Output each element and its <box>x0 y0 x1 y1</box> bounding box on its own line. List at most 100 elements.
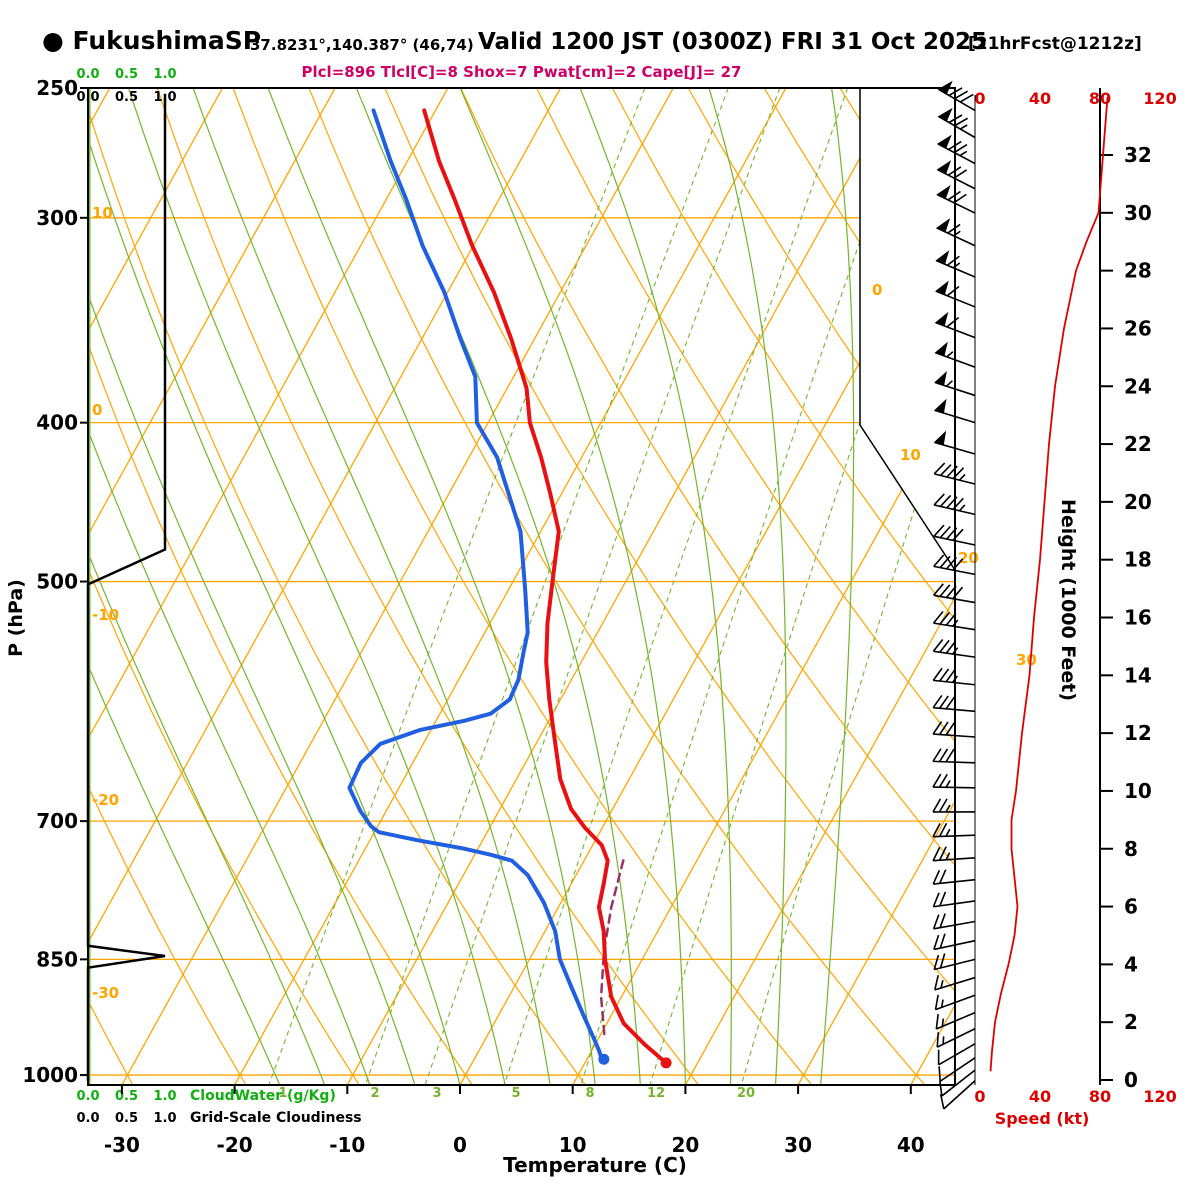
isotherm-label: 10 <box>900 446 921 464</box>
isotherm-label: 20 <box>958 549 979 567</box>
moist-adiabat-line <box>88 88 416 1085</box>
station-bullet: ● <box>42 26 64 55</box>
moist-adiabat-line <box>88 88 461 1085</box>
dry-adiabat-label: -30 <box>92 984 119 1002</box>
mixing-ratio-label: 5 <box>511 1086 520 1101</box>
cloudwater-scale-tick: 0.5 <box>115 67 138 82</box>
dry-adiabat-line <box>611 88 955 1085</box>
dewpoint-curve <box>347 108 604 1062</box>
pressure-axis-label: P (hPa) <box>5 579 27 657</box>
pressure-tick-label: 300 <box>36 206 78 230</box>
isotherm-line <box>88 88 224 1085</box>
dry-adiabat-line <box>992 88 1200 1085</box>
dry-adiabat-line <box>687 88 955 1085</box>
cloudiness-profile <box>86 93 167 1081</box>
temperature-tick-label: -10 <box>329 1133 365 1157</box>
isotherm-label: 30 <box>1016 651 1037 669</box>
temperature-tick-label: 40 <box>897 1133 925 1157</box>
temperature-tick-label: -30 <box>104 1133 140 1157</box>
dry-adiabat-line <box>232 88 813 1085</box>
temperature-tick-label: 10 <box>559 1133 587 1157</box>
cloudwater-axis-label: CloudWater (g/Kg) <box>190 1088 336 1104</box>
dry-adiabat-line <box>88 88 586 1085</box>
surface-temperature-dot <box>660 1057 672 1069</box>
isotherm-line <box>684 88 955 1085</box>
pressure-tick-label: 250 <box>36 76 78 100</box>
isotherm-line <box>797 88 955 1085</box>
height-axis-label: Height (1000 Feet) <box>1057 499 1079 701</box>
temperature-tick-label: -20 <box>217 1133 253 1157</box>
dry-adiabat-line <box>88 88 360 1085</box>
speed-tick-label: 80 <box>1089 89 1111 108</box>
moist-adiabat-line <box>127 88 506 1085</box>
dry-adiabat-line <box>763 88 955 1085</box>
plot-border <box>87 87 956 1086</box>
height-tick-label: 26 <box>1124 316 1152 340</box>
station-coords: 37.8231°,140.387° (46,74) <box>250 36 474 54</box>
mixing-ratio-label: 12 <box>647 1086 665 1101</box>
mixing-ratio-line <box>424 88 781 1085</box>
isotherm-label: 0 <box>872 281 882 299</box>
dry-adiabat-line <box>536 88 955 1085</box>
temperature-tick-label: 20 <box>671 1133 699 1157</box>
speed-tick-label: 80 <box>1089 1087 1111 1106</box>
height-tick-label: 0 <box>1124 1068 1138 1092</box>
speed-axis-label: Speed (kt) <box>995 1109 1090 1128</box>
height-tick-label: 20 <box>1124 490 1152 514</box>
speed-tick-label: 0 <box>974 1087 985 1106</box>
temperature-tick-label: 30 <box>784 1133 812 1157</box>
isotherm-line <box>234 88 787 1085</box>
isotherm-line <box>572 88 955 1085</box>
height-tick-label: 18 <box>1124 548 1152 572</box>
surface-dewpoint-dot <box>598 1053 610 1065</box>
dry-adiabat-label: -10 <box>92 606 119 624</box>
height-tick-label: 22 <box>1124 432 1152 456</box>
valid-time: Valid 1200 JST (0300Z) FRI 31 Oct 2025 <box>478 29 988 55</box>
skewt-background <box>88 88 1200 1085</box>
height-tick-label: 14 <box>1124 663 1152 687</box>
wind-speed-profile <box>989 97 1109 1072</box>
height-tick-label: 6 <box>1124 895 1138 919</box>
mixing-ratio-label: 1 <box>278 1086 287 1101</box>
speed-tick-label: 40 <box>1029 1087 1051 1106</box>
pressure-tick-label: 400 <box>36 411 78 435</box>
dry-adiabat-line <box>839 88 955 1085</box>
moist-adiabat-line <box>192 88 551 1085</box>
moist-adiabat-line <box>355 88 641 1085</box>
temperature-curve <box>422 108 669 1065</box>
cloudiness-axis-label: Grid-Scale Cloudiness <box>190 1110 362 1126</box>
cloudwater-scale-tick: 1.0 <box>153 1089 176 1104</box>
cloudwater-scale-tick: 0.0 <box>76 1089 99 1104</box>
height-tick-label: 16 <box>1124 606 1152 630</box>
isotherm-line <box>346 88 900 1085</box>
moist-adiabat-line <box>459 88 686 1085</box>
cloudiness-scale-tick: 0.5 <box>115 90 138 105</box>
moist-adiabat-line <box>579 88 732 1085</box>
isotherm-line <box>88 88 449 1085</box>
isotherm-line <box>121 88 674 1085</box>
station-label: FukushimaSP <box>72 26 262 55</box>
pressure-tick-label: 700 <box>36 809 78 833</box>
moist-adiabat-line <box>88 88 326 1085</box>
mixing-ratio-line <box>740 88 955 1085</box>
pressure-tick-label: 850 <box>36 947 78 971</box>
mixing-ratio-label: 8 <box>585 1086 594 1101</box>
dry-adiabat-line <box>308 88 926 1085</box>
sounding-parameters: Plcl=896 Tlcl[C]=8 Shox=7 Pwat[cm]=2 Cap… <box>301 63 742 81</box>
dry-adiabat-line <box>156 88 699 1085</box>
mixing-ratio-label: 20 <box>737 1086 755 1101</box>
dry-adiabat-line <box>384 88 955 1085</box>
speed-tick-label: 0 <box>974 89 985 108</box>
cloudiness-scale-tick: 0.0 <box>76 1111 99 1126</box>
dry-adiabat-label: 0 <box>92 401 102 419</box>
height-tick-label: 24 <box>1124 374 1152 398</box>
height-tick-label: 30 <box>1124 201 1152 225</box>
pressure-tick-label: 1000 <box>22 1063 78 1087</box>
height-tick-label: 4 <box>1124 952 1138 976</box>
temperature-axis-label: Temperature (C) <box>503 1153 687 1177</box>
mixing-ratio-line <box>649 88 955 1085</box>
height-tick-label: 12 <box>1124 721 1152 745</box>
moist-adiabat-line <box>708 88 787 1085</box>
